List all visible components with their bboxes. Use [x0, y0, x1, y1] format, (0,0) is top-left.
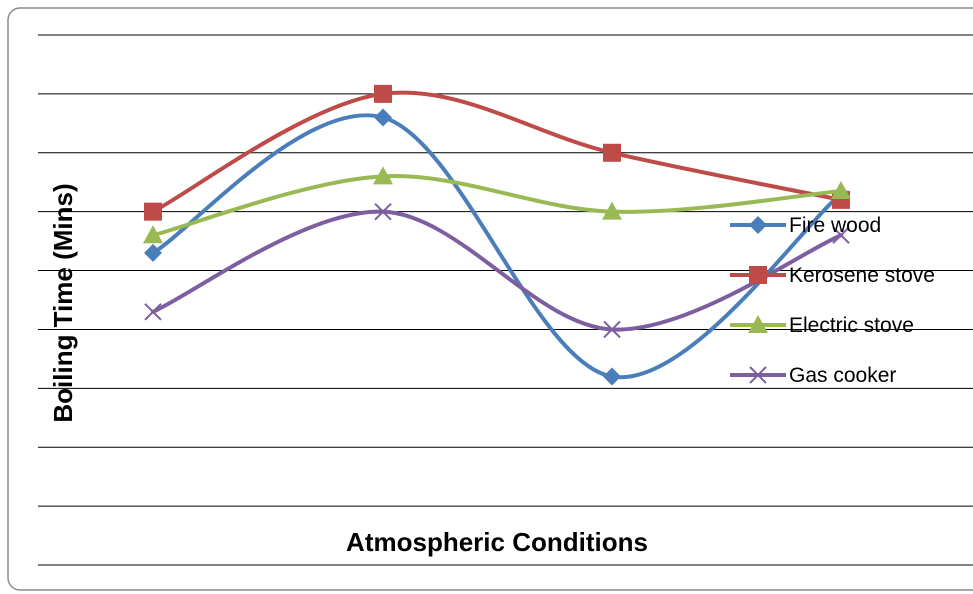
x-axis-title: Atmospheric Conditions — [346, 527, 648, 557]
series-line-gas-cooker — [151, 209, 843, 332]
data-point-electric-stove — [373, 166, 393, 185]
data-point-fire-wood — [603, 367, 621, 386]
data-point-gas-cooker — [603, 320, 621, 339]
series-line-kerosene-stove — [151, 90, 843, 214]
data-point-kerosene-stove — [374, 84, 392, 103]
legend-item-fire-wood: Fire wood — [730, 214, 881, 237]
gridlines — [38, 34, 973, 566]
legend-label-electric-stove: Electric stove — [789, 314, 914, 337]
data-point-gas-cooker — [144, 303, 162, 321]
data-point-electric-stove — [831, 181, 851, 200]
series-group — [143, 84, 851, 386]
data-point-kerosene-stove — [603, 143, 621, 162]
data-point-gas-cooker — [374, 202, 392, 221]
data-point-electric-stove — [602, 201, 622, 220]
series-line-electric-stove — [151, 174, 843, 238]
series-gas-cooker — [144, 202, 850, 339]
y-axis-title: Boiling Time (Mins) — [48, 183, 78, 422]
data-point-kerosene-stove — [144, 202, 162, 221]
data-point-electric-stove — [143, 225, 163, 244]
series-electric-stove — [143, 166, 851, 244]
legend-label-kerosene-stove: Kerosene stove — [789, 264, 935, 287]
legend-item-gas-cooker: Gas cooker — [730, 364, 896, 387]
legend-marker-fire-wood — [749, 216, 767, 234]
legend-marker-kerosene-stove — [749, 266, 767, 284]
legend-item-electric-stove: Electric stove — [730, 314, 914, 337]
data-point-fire-wood — [374, 108, 392, 127]
chart-frame — [7, 7, 973, 591]
data-point-fire-wood — [144, 243, 162, 262]
legend-item-kerosene-stove: Kerosene stove — [730, 264, 935, 287]
legend-marker-electric-stove — [748, 315, 768, 333]
legend-marker-gas-cooker — [749, 366, 767, 384]
data-point-gas-cooker — [832, 226, 850, 244]
legend-label-fire-wood: Fire wood — [789, 214, 881, 237]
series-line-fire-wood — [151, 113, 843, 380]
legend: Fire wood Kerosene stove Electric stove Gas… — [730, 214, 935, 387]
legend-label-gas-cooker: Gas cooker — [789, 364, 896, 387]
